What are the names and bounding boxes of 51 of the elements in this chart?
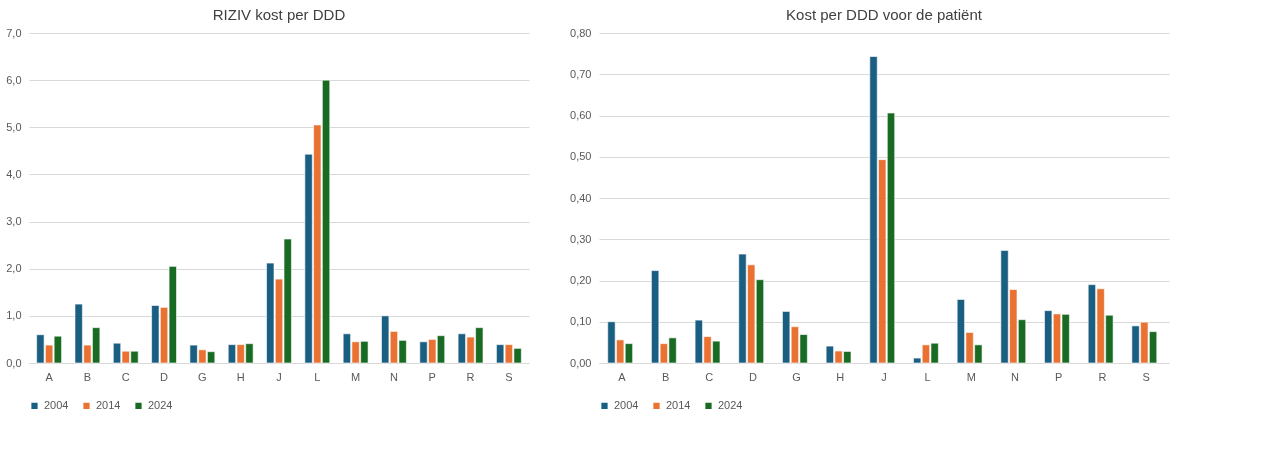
x-tick-label: L xyxy=(924,370,931,383)
legend-label: 2004 xyxy=(614,398,639,411)
x-tick-label: M xyxy=(966,370,976,383)
y-tick-label: 0,10 xyxy=(570,315,592,328)
y-tick-label: 0,50 xyxy=(570,150,592,163)
x-tick-label: A xyxy=(618,370,627,383)
x-tick-label: S xyxy=(505,370,513,383)
x-tick-label: P xyxy=(428,370,436,383)
x-tick-label: J xyxy=(881,370,887,383)
legend-label: 2024 xyxy=(718,398,743,411)
x-tick-label: J xyxy=(276,370,282,383)
y-tick-label: 4,0 xyxy=(6,167,22,180)
x-tick-label: R xyxy=(1098,370,1107,383)
legend-label: 2014 xyxy=(96,398,121,411)
x-tick-label: C xyxy=(705,370,714,383)
x-tick-label: G xyxy=(198,370,207,383)
legend-label: 2004 xyxy=(44,398,69,411)
x-tick-label: B xyxy=(83,370,92,383)
x-tick-label: S xyxy=(1142,370,1150,383)
chart-title: RIZIV kost per DDD xyxy=(212,6,346,23)
x-tick-label: R xyxy=(466,370,475,383)
x-tick-label: N xyxy=(389,370,398,383)
y-tick-label: 2,0 xyxy=(6,262,22,275)
x-tick-label: H xyxy=(836,370,845,383)
legend-label: 2014 xyxy=(666,398,691,411)
x-tick-label: H xyxy=(236,370,245,383)
x-tick-label: M xyxy=(351,370,361,383)
x-tick-label: D xyxy=(748,370,757,383)
y-tick-label: 0,30 xyxy=(570,232,592,245)
chart-title: Kost per DDD voor de patiënt xyxy=(786,6,983,23)
x-tick-label: A xyxy=(45,370,54,383)
y-tick-label: 6,0 xyxy=(6,73,22,86)
y-tick-label: 7,0 xyxy=(6,26,22,39)
y-tick-label: 0,20 xyxy=(570,274,592,286)
y-tick-label: 5,0 xyxy=(6,120,22,133)
y-tick-label: 0,70 xyxy=(570,67,592,80)
x-tick-label: B xyxy=(661,370,670,383)
y-tick-label: 0,0 xyxy=(6,356,22,369)
x-tick-label: L xyxy=(314,370,321,383)
x-tick-label: N xyxy=(1011,370,1020,383)
y-tick-label: 0,40 xyxy=(570,191,592,204)
y-tick-label: 1,0 xyxy=(6,309,22,322)
legend-label: 2024 xyxy=(148,398,173,411)
x-tick-label: P xyxy=(1055,370,1063,383)
y-tick-label: 0,80 xyxy=(570,26,592,39)
y-tick-label: 0,60 xyxy=(570,109,592,121)
y-tick-label: 3,0 xyxy=(6,215,22,228)
x-tick-label: D xyxy=(160,370,169,383)
x-tick-label: C xyxy=(121,370,130,383)
y-tick-label: 0,00 xyxy=(570,356,592,369)
x-tick-label: G xyxy=(792,370,801,383)
